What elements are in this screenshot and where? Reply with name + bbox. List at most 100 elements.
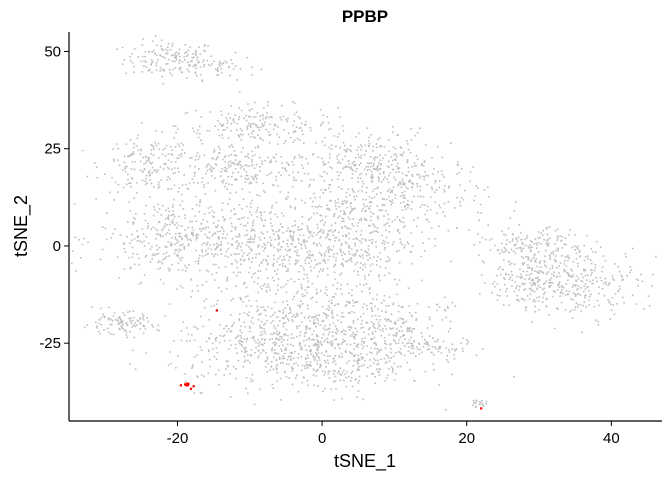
cell-point	[255, 124, 257, 127]
cell-point	[576, 306, 579, 308]
cell-point	[296, 249, 299, 252]
cell-point	[248, 257, 250, 260]
cell-point	[350, 144, 352, 147]
cell-point	[290, 136, 292, 139]
cell-point	[329, 248, 331, 250]
cell-point	[307, 364, 310, 366]
cell-point	[571, 246, 574, 249]
cell-point	[227, 242, 230, 245]
cell-point	[282, 309, 285, 312]
cell-point	[390, 347, 392, 350]
cell-point	[293, 157, 295, 160]
cell-point	[176, 253, 179, 256]
cell-point	[219, 175, 222, 177]
cell-point	[350, 376, 353, 379]
cell-point	[290, 333, 293, 336]
cell-point	[459, 184, 462, 186]
cell-point	[262, 139, 264, 142]
cell-point	[234, 228, 237, 231]
cell-point	[297, 229, 299, 231]
cell-point	[404, 345, 406, 347]
cell-point	[188, 63, 191, 66]
cell-point	[144, 327, 147, 330]
cell-point	[351, 189, 354, 192]
cell-point	[261, 287, 263, 290]
cell-point	[165, 246, 168, 248]
cell-point	[278, 356, 281, 359]
cell-point	[256, 126, 259, 129]
cell-point	[390, 204, 393, 206]
cell-point	[487, 195, 490, 198]
cell-point	[380, 358, 382, 360]
cell-point	[383, 215, 385, 217]
cell-point	[114, 228, 116, 230]
cell-point	[296, 325, 298, 328]
cell-point	[255, 253, 257, 256]
cell-point	[369, 302, 372, 305]
cell-point	[359, 256, 362, 258]
cell-point	[292, 232, 295, 234]
cell-point	[411, 245, 414, 248]
cell-point	[240, 263, 242, 266]
cell-point	[364, 238, 367, 241]
cell-point	[332, 284, 335, 287]
cell-point	[493, 281, 496, 283]
cell-point	[133, 65, 135, 68]
cell-point	[442, 340, 445, 343]
cell-point	[401, 153, 403, 155]
cell-point	[332, 317, 334, 319]
cell-point	[273, 280, 275, 282]
cell-point	[406, 327, 409, 329]
cell-point	[246, 313, 248, 316]
cell-point	[371, 170, 373, 173]
cell-point	[322, 114, 325, 116]
cell-point	[545, 305, 547, 307]
cell-point	[327, 273, 329, 276]
cell-point	[364, 218, 366, 221]
cell-point	[129, 310, 131, 313]
cell-point	[293, 295, 295, 298]
cell-point	[232, 118, 235, 120]
cell-point	[458, 171, 460, 174]
cell-point	[242, 198, 245, 200]
cell-point	[132, 216, 135, 219]
cell-point	[360, 219, 362, 222]
cell-point	[336, 328, 338, 331]
cell-point	[370, 270, 372, 273]
cell-point	[166, 166, 169, 169]
cell-point	[397, 228, 399, 231]
cell-point	[118, 323, 120, 325]
cell-point	[320, 254, 323, 257]
cell-point	[244, 155, 247, 158]
cell-point	[197, 136, 200, 139]
cell-point	[420, 332, 423, 334]
cell-point	[314, 322, 317, 324]
cell-point	[306, 277, 309, 279]
cell-point	[335, 257, 337, 259]
cell-point	[388, 296, 391, 298]
cell-point	[234, 343, 237, 346]
cell-point	[304, 123, 307, 126]
cell-point	[179, 55, 181, 58]
cell-point	[98, 322, 101, 325]
cell-point	[526, 264, 529, 266]
cell-point	[325, 215, 327, 218]
cell-point	[239, 128, 242, 130]
cell-point	[135, 145, 138, 147]
cell-point	[245, 340, 248, 343]
cell-point	[456, 173, 458, 175]
cell-point	[238, 107, 240, 109]
cell-point	[232, 365, 235, 368]
cell-point	[290, 358, 292, 360]
cell-point	[568, 257, 571, 260]
cell-point	[203, 213, 206, 215]
cell-point	[235, 253, 238, 255]
cell-point	[214, 177, 216, 179]
cell-point	[142, 314, 145, 317]
cell-point	[204, 193, 207, 195]
cell-point	[583, 259, 586, 262]
cell-point	[201, 181, 203, 183]
cell-point	[532, 257, 535, 259]
cell-point	[597, 324, 600, 326]
cell-point	[534, 311, 536, 313]
